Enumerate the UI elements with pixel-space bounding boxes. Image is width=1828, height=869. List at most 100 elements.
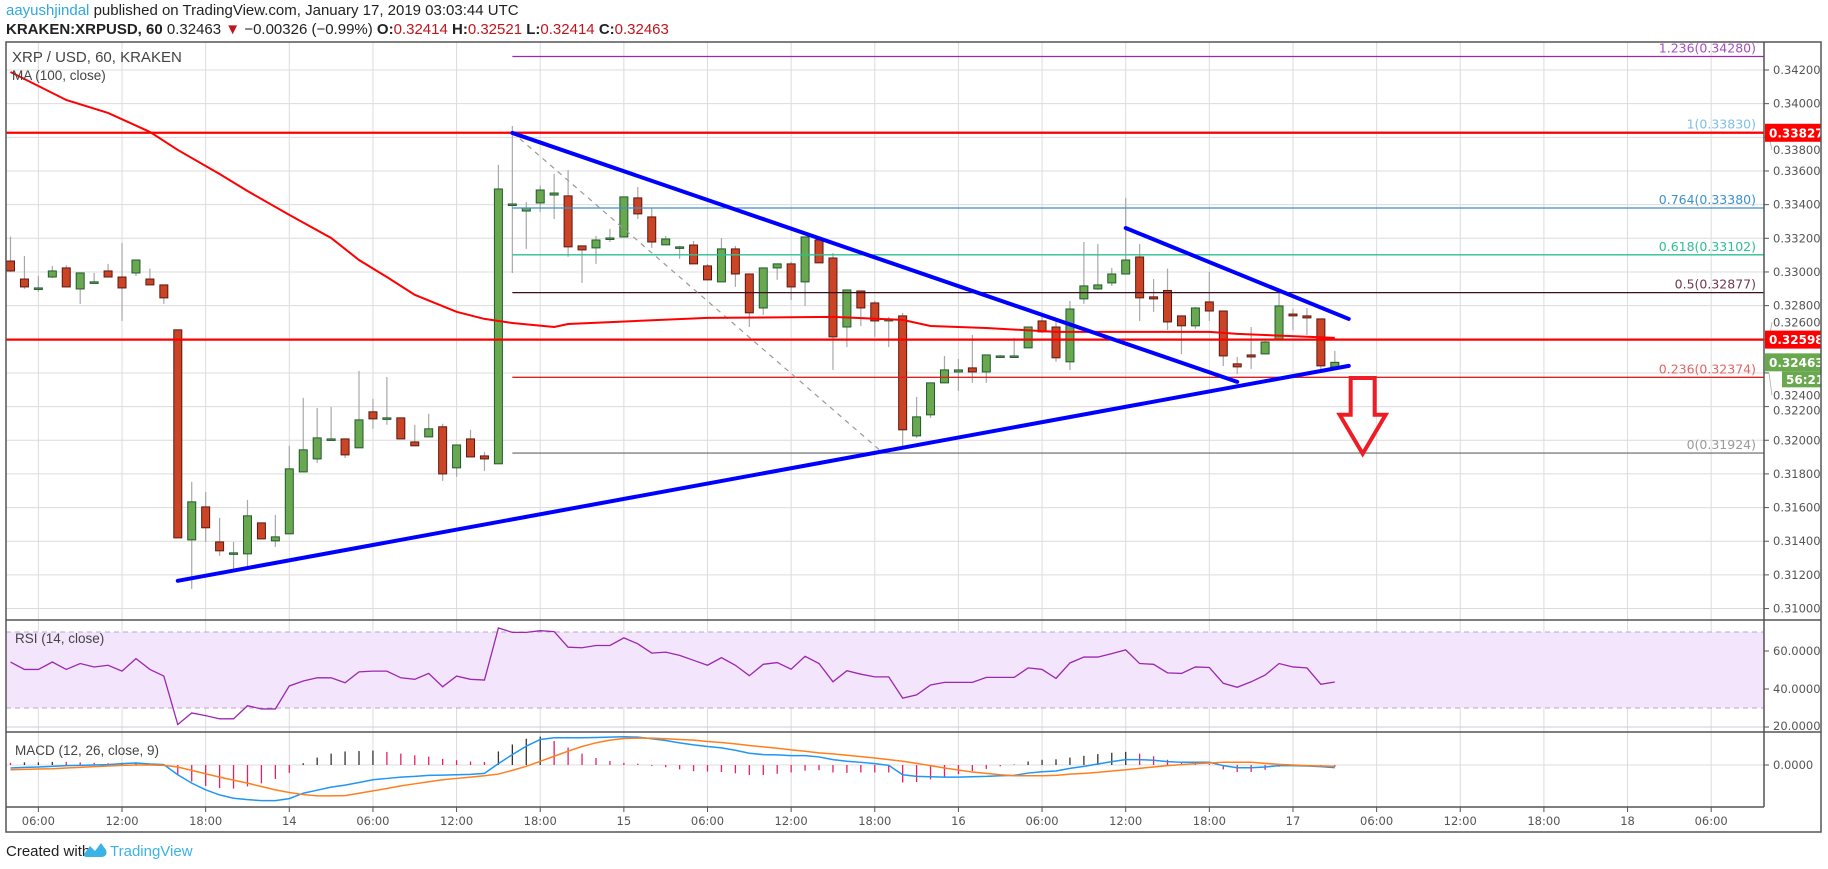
candle[interactable]	[173, 329, 183, 539]
trendline-major-resistance[interactable]	[510, 130, 1240, 384]
tradingview-logo-icon[interactable]	[83, 843, 107, 857]
candle[interactable]	[703, 263, 712, 281]
candle[interactable]	[1149, 279, 1159, 312]
candle[interactable]	[605, 228, 615, 243]
candle[interactable]	[507, 126, 517, 273]
candle[interactable]	[1302, 307, 1312, 335]
candle[interactable]	[340, 438, 350, 458]
candle[interactable]	[6, 236, 15, 272]
candle[interactable]	[479, 451, 489, 471]
rsi-legend[interactable]: RSI (14, close)	[15, 631, 104, 646]
arrow-down-icon[interactable]	[1336, 375, 1390, 458]
candle[interactable]	[270, 514, 280, 547]
candle[interactable]	[744, 273, 754, 327]
candle[interactable]	[675, 245, 685, 259]
author-link[interactable]: aayushjindal	[6, 2, 89, 19]
candle[interactable]	[953, 358, 963, 391]
candle[interactable]	[1190, 306, 1200, 329]
candle[interactable]	[1316, 318, 1326, 371]
candle[interactable]	[814, 239, 824, 264]
candle[interactable]	[396, 417, 406, 440]
price-pane[interactable]: 1.236(0.34280) 1(0.33830) 0.764(0.33380) 0.…	[6, 41, 1764, 589]
candle[interactable]	[326, 406, 336, 441]
macd-pane[interactable]	[9, 736, 1336, 802]
candle[interactable]	[19, 255, 29, 289]
candle[interactable]	[772, 263, 782, 280]
candle[interactable]	[1093, 244, 1103, 290]
candle[interactable]	[1107, 267, 1117, 286]
candle[interactable]	[1260, 340, 1270, 355]
candle[interactable]	[75, 272, 85, 304]
candle[interactable]	[61, 265, 71, 288]
candle[interactable]	[1330, 350, 1340, 368]
tradingview-brand-link[interactable]: TradingView	[110, 843, 193, 860]
candle[interactable]	[1079, 242, 1089, 304]
candle[interactable]	[1065, 300, 1075, 370]
candle[interactable]	[856, 290, 866, 326]
candle[interactable]	[577, 245, 587, 283]
candle[interactable]	[452, 444, 462, 477]
candle[interactable]	[312, 407, 322, 463]
rsi-pane[interactable]	[6, 627, 1764, 726]
candle[interactable]	[1288, 308, 1298, 331]
candle[interactable]	[131, 259, 141, 276]
candle[interactable]	[201, 491, 211, 542]
candle[interactable]	[1274, 290, 1284, 340]
candle[interactable]	[912, 396, 922, 438]
candle[interactable]	[716, 237, 726, 283]
candle[interactable]	[884, 316, 894, 348]
candle[interactable]	[647, 207, 657, 248]
candle[interactable]	[563, 169, 573, 257]
candle[interactable]	[466, 429, 476, 458]
candle[interactable]	[229, 541, 239, 570]
candle[interactable]	[215, 517, 225, 556]
candle[interactable]	[1204, 271, 1214, 321]
candle[interactable]	[633, 186, 643, 219]
ma-legend[interactable]: MA (100, close)	[12, 68, 106, 83]
candle[interactable]	[730, 245, 740, 287]
candle[interactable]	[89, 272, 99, 284]
candle[interactable]	[689, 240, 699, 265]
candle[interactable]	[284, 445, 294, 535]
candle[interactable]	[786, 261, 796, 301]
macd-legend[interactable]: MACD (12, 26, close, 9)	[15, 743, 159, 758]
trendline-minor-resistance[interactable]	[1123, 226, 1351, 321]
candle[interactable]	[661, 235, 671, 246]
candle[interactable]	[926, 382, 936, 418]
candle[interactable]	[382, 376, 392, 425]
candle[interactable]	[242, 499, 252, 567]
candle[interactable]	[939, 355, 949, 384]
candle[interactable]	[438, 423, 448, 481]
candle[interactable]	[410, 424, 420, 447]
candle[interactable]	[256, 522, 266, 540]
fib-trend-line[interactable]	[511, 131, 884, 454]
candle[interactable]	[187, 481, 197, 589]
candle[interactable]	[117, 243, 127, 321]
candle[interactable]	[981, 354, 991, 383]
candle[interactable]	[493, 164, 503, 465]
candle[interactable]	[967, 334, 977, 383]
candle[interactable]	[47, 265, 57, 279]
candle[interactable]	[1121, 197, 1131, 275]
candle[interactable]	[521, 201, 531, 249]
candle[interactable]	[103, 263, 113, 278]
candle[interactable]	[1176, 315, 1186, 355]
candle[interactable]	[549, 174, 559, 219]
candle[interactable]	[995, 354, 1005, 358]
candle[interactable]	[1135, 244, 1145, 321]
candle[interactable]	[1232, 356, 1242, 374]
candle[interactable]	[33, 275, 43, 292]
candle[interactable]	[800, 236, 810, 306]
candle[interactable]	[898, 312, 908, 447]
candle[interactable]	[619, 196, 629, 238]
candle[interactable]	[828, 252, 838, 370]
candle[interactable]	[354, 370, 364, 449]
candle[interactable]	[145, 268, 155, 286]
trendline-support[interactable]	[175, 363, 1351, 583]
candle[interactable]	[1009, 337, 1019, 358]
candle[interactable]	[159, 284, 169, 304]
candle[interactable]	[424, 413, 434, 438]
candle[interactable]	[591, 235, 601, 264]
candle[interactable]	[1246, 326, 1256, 369]
